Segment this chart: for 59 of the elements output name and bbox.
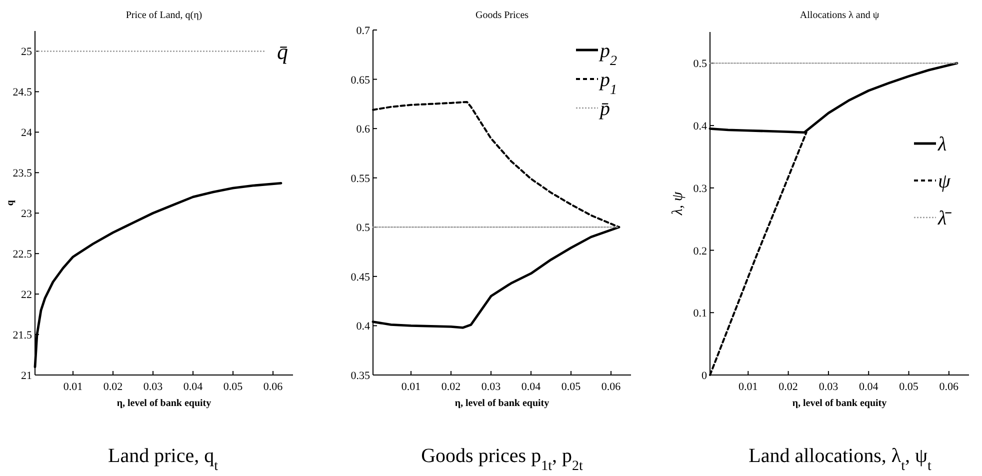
y-tick-label: 0.55 (350, 172, 370, 185)
x-tick-label: 0.04 (183, 381, 204, 393)
y-tick-label: 0.45 (350, 271, 370, 284)
y-tick-label: 0.35 (350, 370, 370, 382)
y-tick-label: 0.65 (350, 74, 370, 86)
y-tick-label: 0.5 (693, 58, 708, 70)
x-tick-label: 0.03 (818, 381, 839, 393)
legend-label: p$_{2}$ (598, 40, 617, 68)
legend-label: ψ (938, 170, 951, 192)
x-tick-label: 0.02 (441, 381, 461, 393)
x-tick-label: 0.04 (521, 381, 542, 393)
x-axis-title: η, level of bank equity (792, 398, 887, 409)
x-axis-title: η, level of bank equity (116, 398, 212, 409)
x-tick-label: 0.04 (858, 381, 879, 393)
y-tick-label: 0 (702, 370, 708, 382)
chart-title: Goods Prices (475, 10, 529, 21)
x-tick-label: 0.03 (143, 381, 164, 393)
y-tick-label: 0.1 (693, 308, 707, 320)
x-tick-label: 0.06 (601, 381, 622, 393)
chart-title: Allocations λ and ψ (800, 10, 880, 21)
y-tick-label: 0.2 (693, 245, 707, 258)
x-tick-label: 0.01 (63, 381, 83, 393)
y-tick-label: 0.3 (693, 182, 708, 195)
legend-label: λ (937, 134, 947, 156)
x-axis-title: η, level of bank equity (454, 398, 550, 409)
text: Goods prices p$_{1t}$, p$_{2t}$ (421, 445, 583, 474)
x-tick-label: 0.05 (561, 381, 582, 393)
y-tick-label: 23.5 (12, 168, 32, 180)
chart-title: Price of Land, q(η) (126, 10, 202, 21)
ref-line-label: q̄ (277, 39, 288, 64)
y-axis-title: λ, ψ (670, 191, 686, 216)
y-tick-label: 0.6 (356, 124, 370, 136)
y-tick-label: 22.5 (12, 248, 32, 261)
text: Land allocations, λ$_{t}$, ψ$_{t}$ (748, 445, 932, 474)
x-tick-label: 0.01 (401, 381, 421, 393)
y-tick-label: 0.4 (693, 120, 708, 133)
y-tick-label: 0.7 (356, 25, 370, 37)
y-tick-label: 23 (21, 208, 32, 220)
y-tick-label: 21 (21, 370, 32, 382)
x-tick-label: 0.06 (263, 381, 284, 393)
y-tick-label: 24 (21, 127, 32, 140)
x-tick-label: 0.03 (481, 381, 502, 393)
y-tick-label: 0.5 (356, 222, 370, 234)
y-tick-label: 21.5 (12, 330, 32, 342)
x-tick-label: 0.06 (939, 381, 960, 393)
x-tick-label: 0.05 (223, 381, 244, 393)
legend-label: λ̄ (937, 208, 952, 230)
x-tick-label: 0.02 (103, 381, 123, 393)
x-tick-label: 0.02 (778, 381, 798, 393)
x-tick-label: 0.01 (738, 381, 758, 393)
y-tick-label: 25 (21, 46, 32, 58)
legend-label: p$_{1}$ (598, 69, 617, 98)
x-tick-label: 0.05 (899, 381, 919, 393)
text: Land price, q$_{t}$ (108, 445, 218, 474)
y-tick-label: 22 (21, 289, 32, 302)
legend-label: p̄ (598, 98, 610, 120)
y-axis-title: q (5, 200, 16, 206)
y-tick-label: 24.5 (12, 86, 32, 99)
y-tick-label: 0.4 (356, 320, 370, 333)
